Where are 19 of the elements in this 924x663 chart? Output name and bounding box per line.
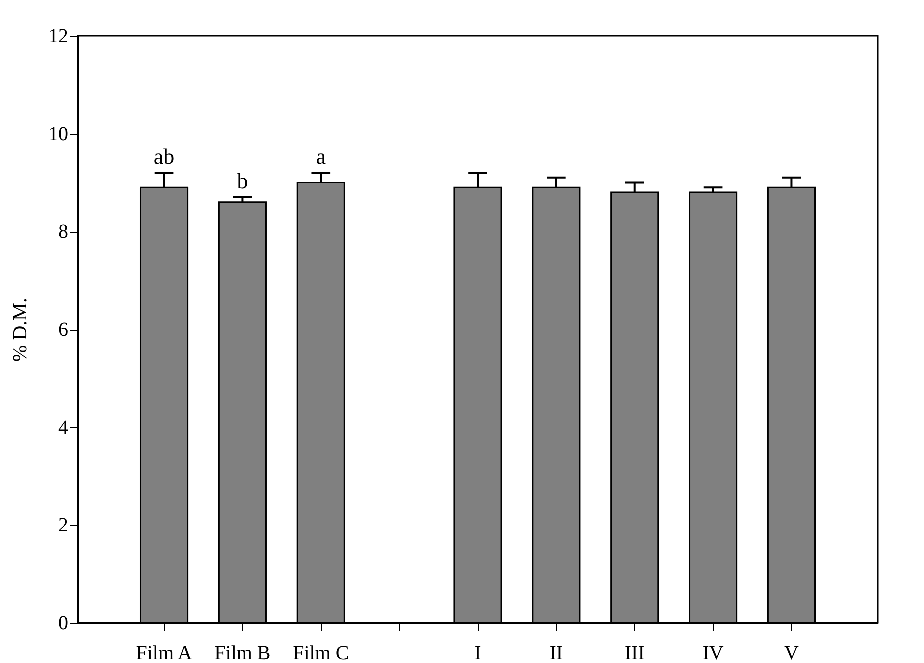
x-tick-label: III bbox=[624, 642, 645, 663]
annotation: a bbox=[316, 144, 326, 169]
y-tick-label: 0 bbox=[58, 612, 68, 634]
x-tick-label: V bbox=[784, 642, 800, 663]
y-tick-label: 10 bbox=[48, 123, 68, 146]
x-tick-label: II bbox=[550, 642, 564, 663]
y-tick-label: 8 bbox=[58, 221, 68, 244]
y-tick-label: 2 bbox=[58, 514, 68, 537]
annotation: ab bbox=[154, 144, 175, 169]
annotation: b bbox=[237, 168, 248, 194]
x-tick-label: Film A bbox=[136, 642, 193, 663]
x-tick-label: Film B bbox=[214, 642, 271, 663]
y-tick-label: 4 bbox=[58, 416, 68, 439]
y-axis-title: % D.M. bbox=[10, 298, 32, 362]
y-tick-label: 12 bbox=[48, 26, 68, 48]
x-tick-label: I bbox=[474, 642, 482, 663]
x-tick-label: Film C bbox=[293, 642, 350, 663]
x-tick-label: IV bbox=[702, 642, 724, 663]
y-tick-label: 6 bbox=[58, 319, 68, 341]
